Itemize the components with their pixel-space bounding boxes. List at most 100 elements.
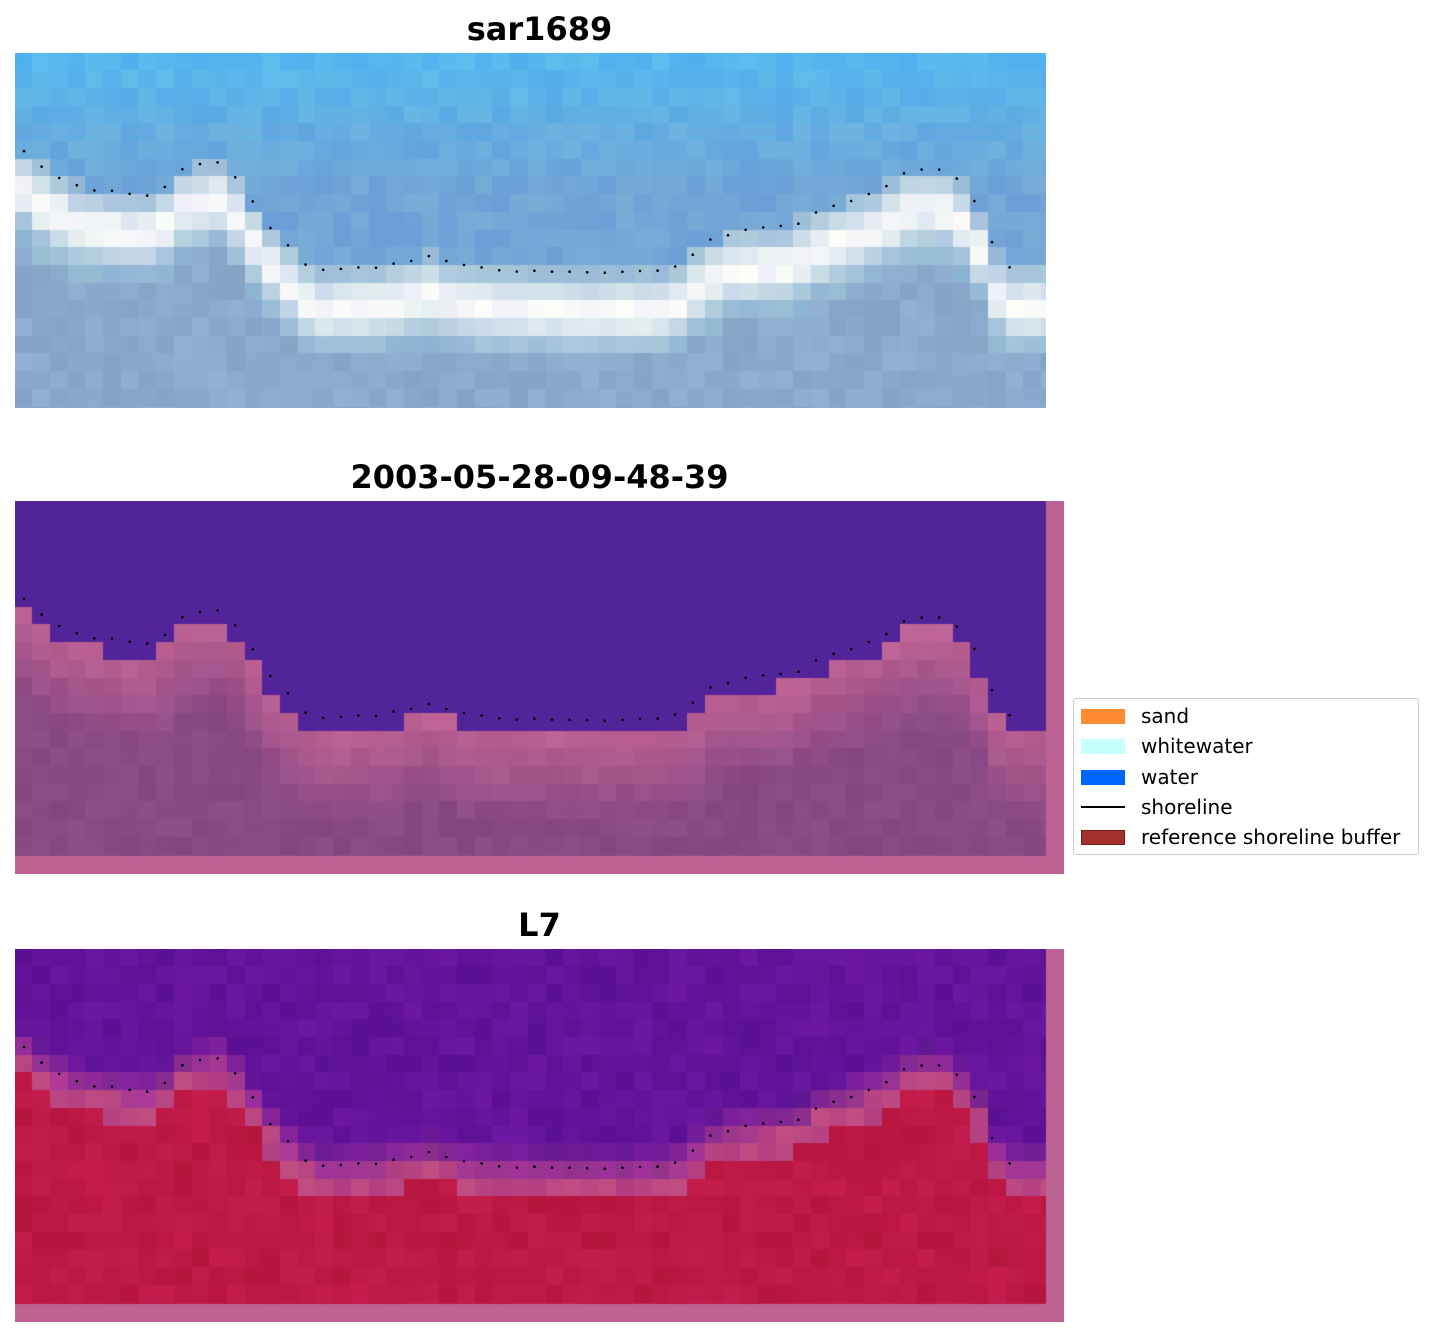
shoreline-dot [937, 616, 941, 619]
shoreline-dot [955, 625, 959, 628]
shoreline-dot [57, 624, 61, 628]
shoreline-dot [726, 681, 730, 685]
shoreline-dot [269, 674, 272, 678]
shoreline-dots [22, 149, 1011, 274]
shoreline-dot [497, 1165, 501, 1168]
rgb-image-panel [15, 53, 1046, 408]
shoreline-dot [409, 259, 413, 263]
shoreline-dot [321, 268, 325, 272]
panel-title-date: 2003-05-28-09-48-39 [350, 458, 729, 496]
shoreline-dot [761, 674, 765, 677]
shoreline-dot [163, 185, 167, 189]
shoreline-dot [779, 224, 783, 228]
shoreline-dot [920, 1064, 923, 1067]
shoreline-dot [40, 1061, 43, 1064]
sand-swatch [1081, 708, 1125, 724]
shoreline-dot [550, 270, 554, 273]
shoreline-dot [832, 1100, 835, 1104]
shoreline-dot [181, 1063, 184, 1067]
index-image-panel [15, 949, 1064, 1322]
shoreline-line-swatch [1081, 806, 1125, 808]
legend: sand whitewater water shoreline referenc… [1073, 698, 1419, 855]
shoreline-dot [57, 1072, 61, 1076]
legend-label: sand [1141, 704, 1190, 728]
shoreline-dot [779, 672, 783, 676]
legend-item-sand: sand [1081, 704, 1189, 728]
shoreline-dot [145, 194, 149, 197]
shoreline-dot [955, 1073, 959, 1076]
shoreline-dot [585, 1167, 589, 1170]
shoreline-dot [128, 640, 131, 644]
shoreline-dot [304, 263, 307, 266]
shoreline-dots [22, 597, 1011, 722]
shoreline-dot [269, 1122, 272, 1126]
shoreline-dot [973, 1095, 976, 1099]
shoreline-dot [462, 1159, 466, 1163]
legend-label: water [1141, 765, 1198, 789]
rgb-satellite-image [15, 53, 1046, 408]
shoreline-dot [304, 711, 307, 714]
shoreline-dot [585, 271, 589, 274]
shoreline-dot [357, 1162, 360, 1165]
shoreline-dot [75, 631, 79, 635]
shoreline-dot [480, 1162, 483, 1165]
shoreline-dot [673, 1161, 677, 1164]
shoreline-dot [797, 1118, 800, 1121]
shoreline-dot [216, 1057, 219, 1060]
shoreline-dot [832, 204, 835, 208]
shoreline-dot [990, 688, 994, 692]
shoreline-dot [673, 713, 677, 716]
shoreline-dot [286, 692, 290, 695]
shoreline-dot [480, 266, 483, 269]
shoreline-dot [40, 613, 43, 616]
shoreline-dot [392, 710, 395, 713]
legend-item-shoreline: shoreline [1081, 795, 1233, 819]
shoreline-dot [849, 1095, 853, 1099]
legend-label: reference shoreline buffer [1141, 825, 1401, 849]
shoreline-dot [779, 1120, 783, 1124]
shoreline-dot [849, 647, 853, 651]
shoreline-dot [885, 632, 888, 636]
shoreline-dot [621, 718, 624, 722]
shoreline-dot [357, 714, 360, 717]
shoreline-dot [902, 620, 906, 623]
shoreline-dot [638, 269, 642, 273]
shoreline-dot [973, 199, 976, 203]
shoreline-dot [445, 259, 448, 263]
shoreline-dot [480, 714, 483, 717]
panel-title-satellite: L7 [518, 906, 561, 944]
shoreline-dot [57, 176, 61, 180]
shoreline-dot [603, 271, 607, 274]
shoreline-dot [145, 1090, 149, 1093]
shoreline-dot [568, 718, 571, 721]
shoreline-dot [550, 718, 554, 721]
shoreline-dot [304, 1159, 307, 1162]
shoreline-dot [744, 228, 747, 232]
shoreline-dot [638, 717, 642, 721]
shoreline-dot [251, 200, 255, 203]
shoreline-dot [128, 1088, 131, 1092]
shoreline-dot [902, 172, 906, 175]
shoreline-dot [621, 1166, 624, 1170]
panel-title-image: sar1689 [466, 10, 613, 48]
shoreline-dot [709, 686, 712, 689]
shoreline-dot [286, 244, 290, 247]
classified-image [15, 501, 1064, 874]
legend-label: shoreline [1141, 795, 1233, 819]
shoreline-dot [814, 211, 818, 214]
shoreline-dot [22, 1045, 26, 1049]
shoreline-dot [744, 1124, 747, 1128]
shoreline-dot [198, 162, 202, 166]
legend-label: whitewater [1141, 734, 1253, 758]
shoreline-dot [392, 1158, 395, 1161]
shoreline-dot [867, 1088, 871, 1092]
shoreline-dot [321, 716, 325, 720]
shoreline-dot [374, 266, 378, 270]
shoreline-dot [797, 670, 800, 673]
shoreline-dot [638, 1165, 642, 1169]
shoreline-dot [990, 1136, 994, 1140]
shoreline-dots [22, 1045, 1011, 1170]
shoreline-dot [585, 719, 589, 722]
shoreline-dot [233, 1071, 237, 1075]
reference-buffer-swatch [1081, 829, 1125, 845]
